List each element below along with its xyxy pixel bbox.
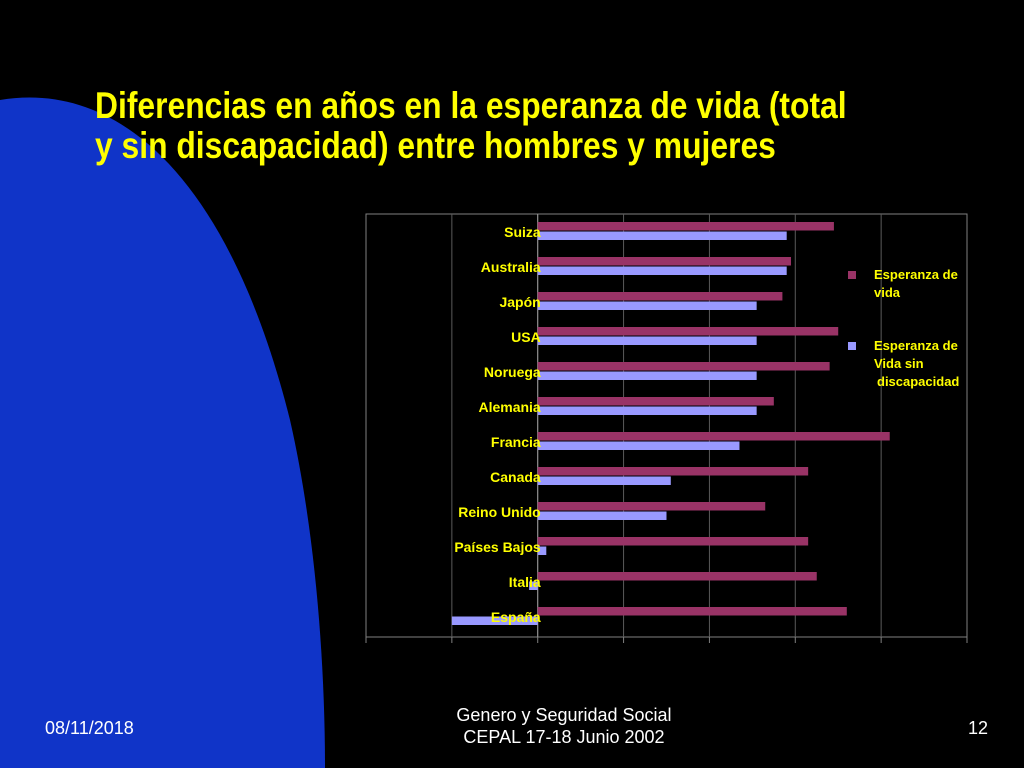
bar-disability-free-5 <box>537 406 757 415</box>
bar-disability-free-0 <box>537 231 787 240</box>
slide-title-line-2: y sin discapacidad) entre hombres y muje… <box>95 125 776 166</box>
bar-disability-free-8 <box>537 511 667 520</box>
category-label: Italia <box>509 574 541 590</box>
bar-life-expectancy-5 <box>537 397 774 406</box>
bar-disability-free-2 <box>537 301 757 310</box>
blue-arc-shape <box>0 97 325 768</box>
bar-life-expectancy-0 <box>537 222 834 231</box>
page-number: 12 <box>968 718 989 738</box>
category-label: Japón <box>499 294 540 310</box>
bar-disability-free-1 <box>537 266 787 275</box>
category-label: USA <box>511 329 541 345</box>
bar-life-expectancy-4 <box>537 362 830 371</box>
footer-caption: Genero y Seguridad Social CEPAL 17-18 Ju… <box>424 704 704 748</box>
bar-life-expectancy-11 <box>537 607 847 616</box>
bar-disability-free-4 <box>537 371 757 380</box>
footer-caption-line-2: CEPAL 17-18 Junio 2002 <box>463 727 665 747</box>
category-label: Noruega <box>484 364 541 380</box>
bar-life-expectancy-2 <box>537 292 783 301</box>
footer-caption-line-1: Genero y Seguridad Social <box>456 705 672 725</box>
bar-disability-free-10 <box>529 581 538 590</box>
slide-title: Diferencias en años en la esperanza de v… <box>95 86 869 166</box>
footer-date: 08/11/2018 <box>45 718 134 738</box>
category-label: Australia <box>481 259 541 275</box>
slide-title-line-1: Diferencias en años en la esperanza de v… <box>95 85 847 126</box>
bar-disability-free-3 <box>537 336 757 345</box>
legend-label-1-line-2: discapacidad <box>877 374 959 389</box>
legend-label-1-line-0: Esperanza de <box>874 338 958 353</box>
bar-disability-free-11 <box>451 616 538 625</box>
category-label: Países Bajos <box>454 539 541 555</box>
bar-disability-free-6 <box>537 441 740 450</box>
legend-label-0-line-1: vida <box>874 285 901 300</box>
bar-life-expectancy-3 <box>537 327 839 336</box>
bar-life-expectancy-7 <box>537 467 809 476</box>
bar-disability-free-9 <box>537 546 547 555</box>
bar-life-expectancy-10 <box>537 572 817 581</box>
legend-swatch-0 <box>848 271 856 279</box>
legend-label-1-line-1: Vida sin <box>874 356 924 371</box>
bar-life-expectancy-9 <box>537 537 809 546</box>
category-label: Reino Unido <box>458 504 540 520</box>
category-label: Canada <box>490 469 541 485</box>
legend-swatch-1 <box>848 342 856 350</box>
bar-disability-free-7 <box>537 476 671 485</box>
plot-area-frame <box>365 213 968 638</box>
bar-life-expectancy-6 <box>537 432 890 441</box>
category-label: Suiza <box>504 224 541 240</box>
bar-life-expectancy-1 <box>537 257 791 266</box>
bar-life-expectancy-8 <box>537 502 766 511</box>
legend-label-0-line-0: Esperanza de <box>874 267 958 282</box>
category-label: España <box>491 609 541 625</box>
category-label: Alemania <box>478 399 540 415</box>
category-label: Francia <box>491 434 541 450</box>
